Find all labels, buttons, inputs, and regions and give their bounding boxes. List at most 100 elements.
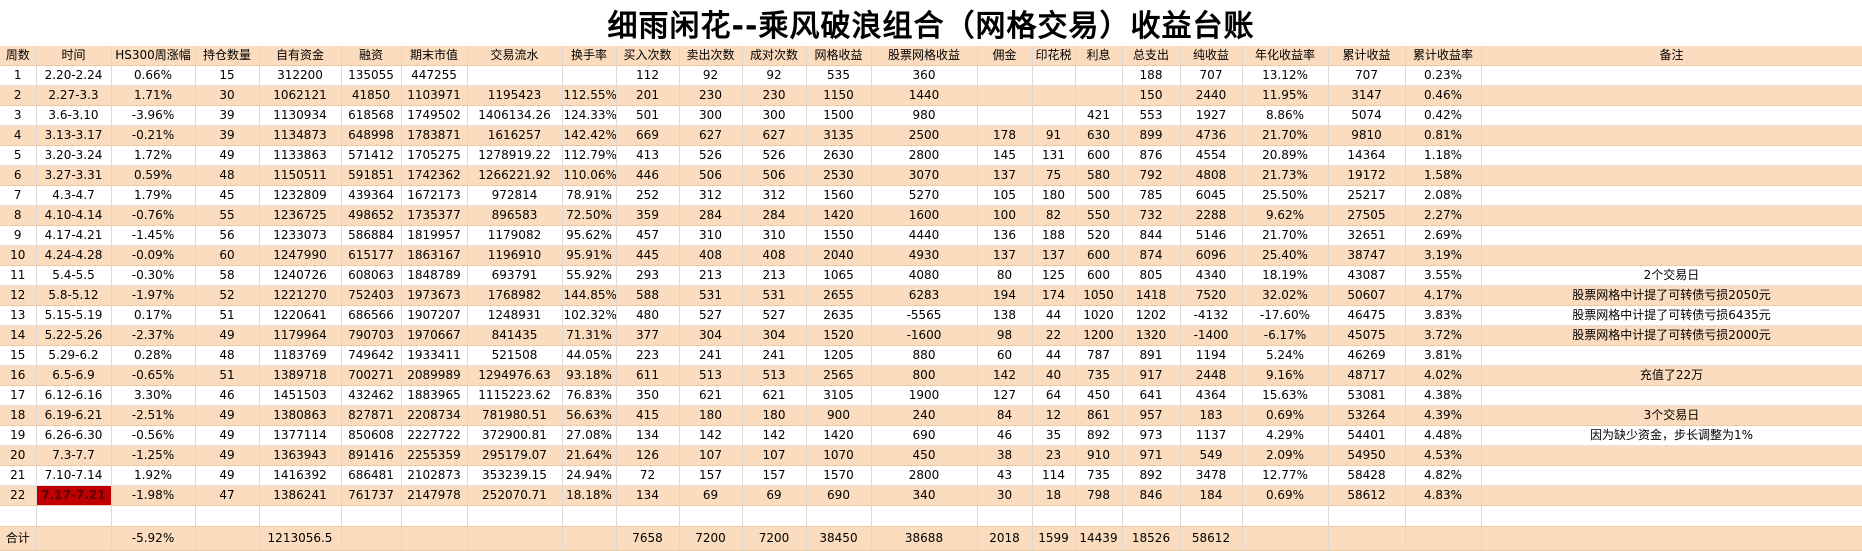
cell-r15-c7[interactable]: 521508: [467, 345, 563, 366]
cell-r8-c18[interactable]: 2288: [1180, 205, 1243, 226]
cell-r19-c6[interactable]: 2227722: [401, 425, 468, 446]
cell-r3-c22[interactable]: [1481, 105, 1862, 126]
cell-r17-c9[interactable]: 350: [616, 385, 680, 406]
total-cell-c4[interactable]: 1213056.5: [259, 526, 342, 551]
cell-r19-c15[interactable]: 35: [1032, 425, 1076, 446]
cell-r16-c22[interactable]: 充值了22万: [1481, 365, 1862, 386]
cell-r20-c14[interactable]: 38: [977, 445, 1033, 466]
cell-r17-c20[interactable]: 53081: [1328, 385, 1406, 406]
cell-r19-c3[interactable]: 49: [195, 425, 260, 446]
total-cell-c19[interactable]: [1242, 526, 1329, 551]
cell-r17-c8[interactable]: 76.83%: [562, 385, 617, 406]
cell-r11-c7[interactable]: 693791: [467, 265, 563, 286]
cell-r16-c18[interactable]: 2448: [1180, 365, 1243, 386]
cell-r13-c14[interactable]: 138: [977, 305, 1033, 326]
cell-r11-c20[interactable]: 43087: [1328, 265, 1406, 286]
cell-r7-c12[interactable]: 1560: [806, 185, 872, 206]
cell-r21-c15[interactable]: 114: [1032, 465, 1076, 486]
cell-r8-c21[interactable]: 2.27%: [1405, 205, 1482, 226]
cell-r18-c14[interactable]: 84: [977, 405, 1033, 426]
highlighted-date-cell[interactable]: 7.17-7.21: [36, 485, 112, 506]
cell-r17-c5[interactable]: 432462: [341, 385, 402, 406]
cell-r1-c10[interactable]: 92: [679, 65, 743, 86]
cell-r6-c20[interactable]: 19172: [1328, 165, 1406, 186]
cell-r15-c6[interactable]: 1933411: [401, 345, 468, 366]
cell-r8-c6[interactable]: 1735377: [401, 205, 468, 226]
cell-r22-c3[interactable]: 47: [195, 485, 260, 506]
cell-r12-c4[interactable]: 1221270: [259, 285, 342, 306]
cell-r19-c13[interactable]: 690: [871, 425, 978, 446]
cell-r7-c1[interactable]: 4.3-4.7: [36, 185, 112, 206]
column-header-14[interactable]: 佣金: [977, 46, 1033, 66]
cell-r2-c9[interactable]: 201: [616, 85, 680, 106]
cell-r9-c12[interactable]: 1550: [806, 225, 872, 246]
cell-r1-c22[interactable]: [1481, 65, 1862, 86]
cell-r20-c22[interactable]: [1481, 445, 1862, 466]
cell-r16-c8[interactable]: 93.18%: [562, 365, 617, 386]
cell-r16-c17[interactable]: 917: [1122, 365, 1181, 386]
cell-r16-c0[interactable]: 16: [0, 365, 37, 386]
cell-r1-c1[interactable]: 2.20-2.24: [36, 65, 112, 86]
cell-r8-c10[interactable]: 284: [679, 205, 743, 226]
cell-r22-c14[interactable]: 30: [977, 485, 1033, 506]
cell-r21-c21[interactable]: 4.82%: [1405, 465, 1482, 486]
cell-r11-c9[interactable]: 293: [616, 265, 680, 286]
total-cell-c20[interactable]: [1328, 526, 1406, 551]
cell-r2-c17[interactable]: 150: [1122, 85, 1181, 106]
cell-r13-c9[interactable]: 480: [616, 305, 680, 326]
cell-r14-c7[interactable]: 841435: [467, 325, 563, 346]
spacer-cell-c10[interactable]: [679, 505, 743, 527]
total-cell-c2[interactable]: -5.92%: [111, 526, 196, 551]
cell-r9-c2[interactable]: -1.45%: [111, 225, 196, 246]
total-cell-c13[interactable]: 38688: [871, 526, 978, 551]
cell-r9-c4[interactable]: 1233073: [259, 225, 342, 246]
cell-r9-c18[interactable]: 5146: [1180, 225, 1243, 246]
cell-r9-c10[interactable]: 310: [679, 225, 743, 246]
cell-r18-c20[interactable]: 53264: [1328, 405, 1406, 426]
cell-r14-c16[interactable]: 1200: [1075, 325, 1123, 346]
spacer-cell-c0[interactable]: [0, 505, 37, 527]
cell-r10-c2[interactable]: -0.09%: [111, 245, 196, 266]
cell-r8-c2[interactable]: -0.76%: [111, 205, 196, 226]
cell-r19-c14[interactable]: 46: [977, 425, 1033, 446]
cell-r2-c4[interactable]: 1062121: [259, 85, 342, 106]
cell-r16-c6[interactable]: 2089989: [401, 365, 468, 386]
cell-r18-c1[interactable]: 6.19-6.21: [36, 405, 112, 426]
cell-r4-c13[interactable]: 2500: [871, 125, 978, 146]
cell-r14-c9[interactable]: 377: [616, 325, 680, 346]
cell-r12-c3[interactable]: 52: [195, 285, 260, 306]
column-header-4[interactable]: 自有资金: [259, 46, 342, 66]
cell-r10-c5[interactable]: 615177: [341, 245, 402, 266]
cell-r2-c12[interactable]: 1150: [806, 85, 872, 106]
cell-r22-c4[interactable]: 1386241: [259, 485, 342, 506]
cell-r7-c14[interactable]: 105: [977, 185, 1033, 206]
cell-r12-c7[interactable]: 1768982: [467, 285, 563, 306]
column-header-7[interactable]: 交易流水: [467, 46, 563, 66]
total-cell-c3[interactable]: [195, 526, 260, 551]
cell-r3-c1[interactable]: 3.6-3.10: [36, 105, 112, 126]
cell-r3-c18[interactable]: 1927: [1180, 105, 1243, 126]
cell-r16-c20[interactable]: 48717: [1328, 365, 1406, 386]
cell-r10-c8[interactable]: 95.91%: [562, 245, 617, 266]
cell-r11-c12[interactable]: 1065: [806, 265, 872, 286]
spacer-cell-c4[interactable]: [259, 505, 342, 527]
cell-r16-c7[interactable]: 1294976.63: [467, 365, 563, 386]
cell-r17-c3[interactable]: 46: [195, 385, 260, 406]
cell-r4-c15[interactable]: 91: [1032, 125, 1076, 146]
cell-r14-c1[interactable]: 5.22-5.26: [36, 325, 112, 346]
cell-r11-c14[interactable]: 80: [977, 265, 1033, 286]
column-header-9[interactable]: 买入次数: [616, 46, 680, 66]
cell-r2-c18[interactable]: 2440: [1180, 85, 1243, 106]
cell-r2-c22[interactable]: [1481, 85, 1862, 106]
cell-r5-c14[interactable]: 145: [977, 145, 1033, 166]
cell-r6-c17[interactable]: 792: [1122, 165, 1181, 186]
cell-r20-c12[interactable]: 1070: [806, 445, 872, 466]
cell-r4-c10[interactable]: 627: [679, 125, 743, 146]
cell-r21-c17[interactable]: 892: [1122, 465, 1181, 486]
cell-r13-c17[interactable]: 1202: [1122, 305, 1181, 326]
cell-r17-c16[interactable]: 450: [1075, 385, 1123, 406]
cell-r3-c15[interactable]: [1032, 105, 1076, 126]
cell-r20-c15[interactable]: 23: [1032, 445, 1076, 466]
column-header-13[interactable]: 股票网格收益: [871, 46, 978, 66]
cell-r9-c11[interactable]: 310: [742, 225, 807, 246]
